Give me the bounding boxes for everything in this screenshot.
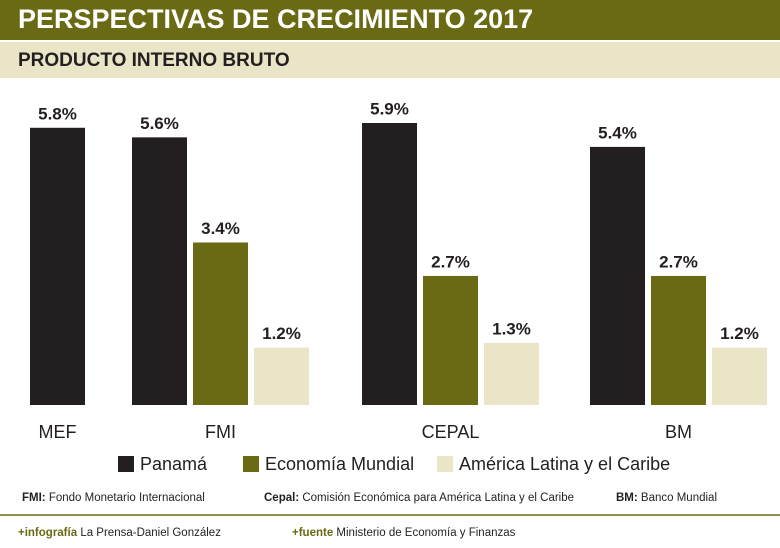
footnote-text: Banco Mundial: [641, 492, 717, 504]
legend-label: Economía Mundial: [265, 454, 414, 474]
chart-subtitle: PRODUCTO INTERNO BRUTO: [18, 50, 290, 71]
legend-label: América Latina y el Caribe: [459, 454, 670, 474]
footnote-text: Comisión Económica para América Latina y…: [302, 492, 574, 504]
value-label: 3.4%: [201, 219, 240, 238]
value-label: 1.3%: [492, 319, 531, 338]
chart-title: PERSPECTIVAS DE CRECIMIENTO 2017: [18, 4, 533, 34]
credit-text: La Prensa-Daniel González: [80, 527, 221, 539]
value-label: 5.9%: [370, 99, 409, 118]
bar: [254, 347, 309, 405]
legend-swatch: [118, 456, 134, 472]
footnote-abbr: Cepal:: [264, 492, 299, 504]
title-band: [0, 0, 780, 40]
x-tick-label: MEF: [39, 422, 77, 442]
bar: [362, 123, 417, 405]
bar: [30, 127, 85, 405]
footnote: Cepal: Comisión Económica para América L…: [264, 492, 574, 504]
credit-label: +infografía: [18, 527, 78, 539]
value-label: 5.6%: [140, 114, 179, 133]
credit: +infografía La Prensa-Daniel González: [18, 527, 221, 539]
value-label: 5.8%: [38, 104, 77, 123]
bar: [712, 347, 767, 405]
value-label: 2.7%: [431, 252, 470, 271]
value-label: 5.4%: [598, 123, 637, 142]
credit: +fuente Ministerio de Economía y Finanza…: [292, 527, 516, 539]
x-tick-label: CEPAL: [422, 422, 480, 442]
bar: [590, 146, 645, 405]
bar: [484, 342, 539, 405]
value-label: 1.2%: [262, 324, 301, 343]
credit-text: Ministerio de Economía y Finanzas: [336, 527, 515, 539]
x-tick-label: FMI: [205, 422, 236, 442]
footnote-text: Fondo Monetario Internacional: [49, 492, 205, 504]
footnote: FMI: Fondo Monetario Internacional: [22, 492, 205, 504]
legend-label: Panamá: [140, 454, 208, 474]
credit-label: +fuente: [292, 527, 333, 539]
footnote: BM: Banco Mundial: [616, 492, 717, 504]
value-label: 2.7%: [659, 252, 698, 271]
bar: [132, 137, 187, 405]
bar: [193, 242, 248, 405]
legend-swatch: [243, 456, 259, 472]
bar: [651, 275, 706, 405]
bar: [423, 275, 478, 405]
legend-swatch: [437, 456, 453, 472]
footnote-abbr: FMI:: [22, 492, 46, 504]
footnote-abbr: BM:: [616, 492, 638, 504]
value-label: 1.2%: [720, 324, 759, 343]
x-tick-label: BM: [665, 422, 692, 442]
subtitle-band: [0, 42, 780, 78]
